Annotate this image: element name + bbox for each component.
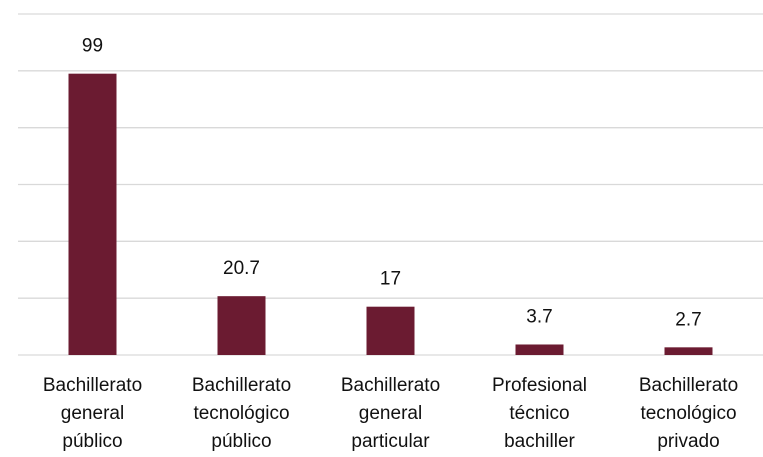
- bar: [68, 73, 117, 356]
- value-label: 20.7: [223, 258, 260, 279]
- bar: [664, 347, 713, 355]
- x-tick-label: Bachillerato tecnológico privado: [639, 375, 738, 452]
- bar: [515, 344, 564, 355]
- value-label: 2.7: [675, 309, 701, 330]
- x-tick-label: Bachillerato general particular: [341, 375, 440, 452]
- value-label: 99: [82, 36, 103, 57]
- value-label: 17: [380, 269, 401, 290]
- bar: [366, 306, 415, 355]
- x-tick-label: Profesional técnico bachiller: [492, 375, 587, 452]
- bar: [217, 296, 266, 355]
- x-tick-label: Bachillerato tecnológico público: [192, 375, 291, 452]
- x-tick-label: Bachillerato general público: [43, 375, 142, 452]
- value-label: 3.7: [526, 307, 552, 328]
